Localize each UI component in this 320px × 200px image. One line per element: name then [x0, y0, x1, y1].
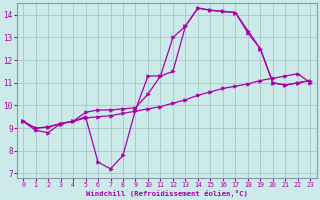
X-axis label: Windchill (Refroidissement éolien,°C): Windchill (Refroidissement éolien,°C) [86, 190, 248, 197]
